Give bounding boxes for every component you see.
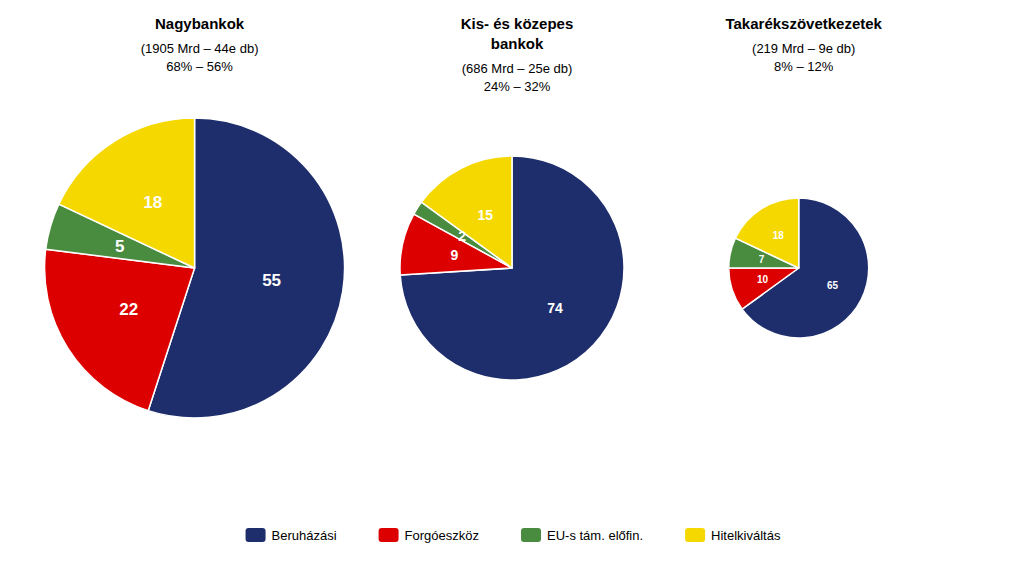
svg-text:10: 10 bbox=[757, 274, 769, 285]
svg-text:65: 65 bbox=[827, 280, 839, 291]
svg-text:18: 18 bbox=[773, 230, 785, 241]
svg-text:68% – 56%: 68% – 56% bbox=[166, 59, 233, 74]
svg-text:bankok: bankok bbox=[491, 35, 544, 52]
svg-text:Kis- és közepes: Kis- és közepes bbox=[461, 15, 574, 32]
svg-text:18: 18 bbox=[143, 193, 162, 212]
svg-text:(219 Mrd – 9e db): (219 Mrd – 9e db) bbox=[752, 41, 855, 56]
svg-text:8% – 12%: 8% – 12% bbox=[774, 59, 834, 74]
svg-text:15: 15 bbox=[477, 207, 493, 223]
svg-text:(1905 Mrd – 44e db): (1905 Mrd – 44e db) bbox=[141, 41, 259, 56]
svg-text:Nagybankok: Nagybankok bbox=[155, 15, 245, 32]
svg-text:Forgóeszköz: Forgóeszköz bbox=[405, 528, 479, 543]
svg-text:Takarékszövetkezetek: Takarékszövetkezetek bbox=[725, 15, 882, 32]
svg-text:74: 74 bbox=[547, 300, 563, 316]
svg-text:Hitelkiváltás: Hitelkiváltás bbox=[711, 528, 781, 543]
svg-text:(686 Mrd – 25e db): (686 Mrd – 25e db) bbox=[462, 61, 573, 76]
svg-text:22: 22 bbox=[119, 300, 138, 319]
svg-text:7: 7 bbox=[759, 254, 765, 265]
svg-text:9: 9 bbox=[451, 247, 459, 263]
svg-text:24% – 32%: 24% – 32% bbox=[484, 79, 551, 94]
svg-text:5: 5 bbox=[115, 237, 124, 256]
svg-text:55: 55 bbox=[262, 271, 281, 290]
svg-text:EU-s tám. előfin.: EU-s tám. előfin. bbox=[547, 528, 643, 543]
svg-text:2: 2 bbox=[458, 228, 466, 244]
svg-text:Beruházási: Beruházási bbox=[272, 528, 337, 543]
